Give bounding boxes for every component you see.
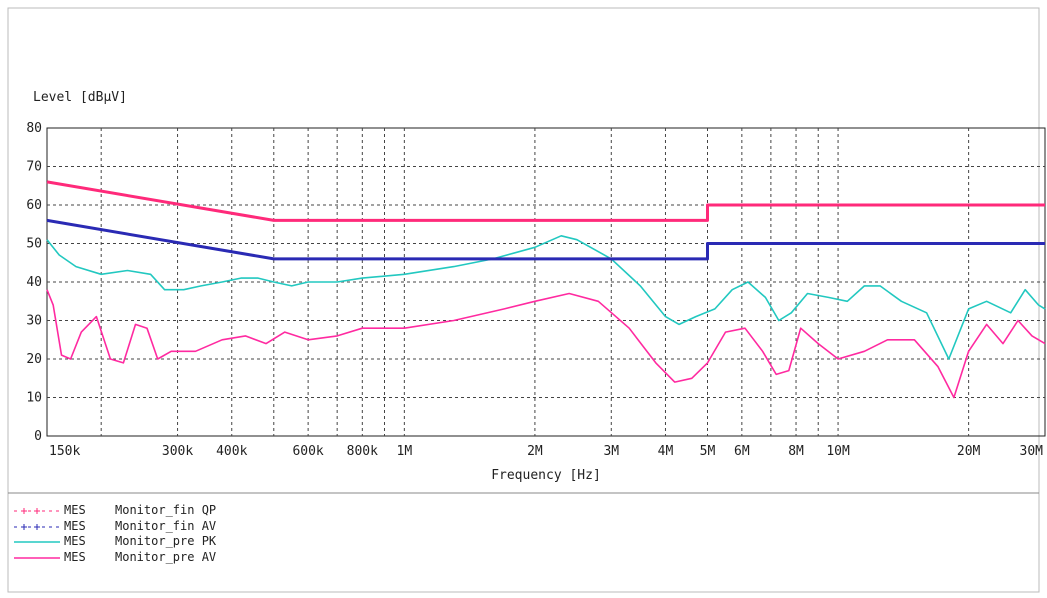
legend-swatch (14, 523, 60, 530)
y-tick-label: 10 (26, 391, 42, 406)
x-tick-label: 8M (788, 444, 804, 459)
grid (46, 127, 1046, 437)
series-line-pre_pk (46, 235, 1046, 360)
x-tick-label: 800k (347, 444, 378, 459)
x-tick-label: 1M (397, 444, 413, 459)
y-tick-label: 40 (26, 275, 42, 290)
legend-series-name: Monitor_fin QP (115, 503, 217, 517)
outer-border (7, 7, 1040, 593)
x-tick-label: 300k (162, 444, 193, 459)
y-tick-label: 30 (26, 314, 42, 329)
legend-swatch (14, 508, 60, 514)
x-tick-label: 3M (603, 444, 619, 459)
series-line-av_limit (46, 218, 1045, 261)
x-tick-label: 6M (734, 444, 750, 459)
legend-source: MES (64, 534, 86, 548)
x-tick-label: 10M (826, 444, 850, 459)
y-tick-labels: 0 10 20 30 40 50 60 70 80 (26, 121, 42, 444)
y-tick-label: 80 (26, 121, 42, 136)
y-tick-label: 60 (26, 198, 42, 213)
series-line-qp_limit (46, 180, 1045, 222)
x-tick-labels: 150k 300k 400k 600k 800k 1M 2M 3M 4M 5M 6M 8M 10M 20M… (49, 444, 1043, 459)
x-axis-label: Frequency [Hz] (491, 468, 601, 483)
legend-source: MES (64, 503, 86, 517)
legend: MES Monitor_fin QP MES Monitor_fin AV MES Mon… (12, 503, 412, 565)
y-axis-label: Level [dBµV] (33, 90, 127, 105)
y-tick-label: 50 (26, 237, 42, 252)
legend-swatch (14, 556, 60, 559)
series-line-pre_av (46, 289, 1046, 399)
legend-series-name: Monitor_pre AV (115, 549, 217, 564)
series-lines (46, 180, 1046, 399)
x-tick-label: 4M (658, 444, 674, 459)
x-tick-label: 600k (292, 444, 323, 459)
x-tick-label: 5M (700, 444, 716, 459)
x-tick-label: 400k (216, 444, 247, 459)
x-tick-label: 30M (1020, 444, 1044, 459)
y-tick-label: 20 (26, 352, 42, 367)
legend-series-name: Monitor_pre PK (115, 534, 217, 548)
x-tick-label: 2M (527, 444, 543, 459)
x-tick-label: 20M (957, 444, 981, 459)
x-tick-label: 150k (49, 444, 80, 459)
legend-item: MES Monitor_fin AV (12, 519, 412, 535)
legend-item: MES Monitor_pre PK (12, 534, 412, 550)
y-tick-label: 70 (26, 160, 42, 175)
legend-swatch (14, 541, 60, 543)
legend-item: MES Monitor_fin QP (12, 503, 412, 519)
legend-series-name: Monitor_fin AV (115, 518, 217, 533)
y-tick-label: 0 (34, 429, 42, 444)
legend-item: MES Monitor_pre AV (12, 550, 412, 566)
legend-source: MES (64, 549, 86, 564)
legend-source: MES (64, 518, 86, 533)
